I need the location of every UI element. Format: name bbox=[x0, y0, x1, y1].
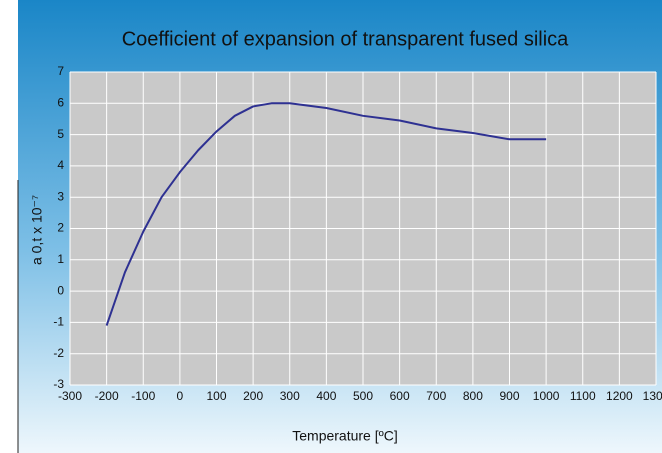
data-line bbox=[105, 102, 547, 326]
y-tick-label: 3 bbox=[57, 189, 64, 203]
x-tick-label: 1300 bbox=[643, 389, 662, 403]
y-tick-label: 2 bbox=[57, 221, 64, 235]
y-axis-label: a 0,t x 10⁻⁷ bbox=[29, 195, 45, 265]
x-tick-label: 800 bbox=[463, 389, 483, 403]
x-tick-label: 700 bbox=[426, 389, 446, 403]
y-tick-label: 7 bbox=[57, 64, 64, 78]
x-tick-label: 1200 bbox=[606, 389, 633, 403]
y-tick-label: -3 bbox=[53, 377, 64, 391]
x-tick-label: 0 bbox=[177, 389, 184, 403]
x-tick-label: 1000 bbox=[533, 389, 560, 403]
x-axis-label: Temperature [ºC] bbox=[292, 428, 398, 444]
x-tick-label: -100 bbox=[131, 389, 155, 403]
y-tick-label: -2 bbox=[53, 346, 64, 360]
x-tick-label: 300 bbox=[280, 389, 300, 403]
x-tick-label: 500 bbox=[353, 389, 373, 403]
x-tick-label: -200 bbox=[95, 389, 119, 403]
x-tick-label: 200 bbox=[243, 389, 263, 403]
y-tick-label: -1 bbox=[53, 315, 64, 329]
x-tick-label: 900 bbox=[499, 389, 519, 403]
y-tick-label: 1 bbox=[57, 252, 64, 266]
y-tick-label: 4 bbox=[57, 158, 64, 172]
y-tick-label: 5 bbox=[57, 127, 64, 141]
chart-title: Coefficient of expansion of transparent … bbox=[122, 28, 569, 50]
x-tick-label: 1100 bbox=[570, 389, 596, 403]
x-tick-label: 400 bbox=[316, 389, 336, 403]
x-tick-label: 600 bbox=[390, 389, 410, 403]
y-tick-label: 0 bbox=[57, 283, 64, 297]
y-tick-label: 6 bbox=[57, 95, 64, 109]
x-tick-label: 100 bbox=[206, 389, 226, 403]
x-tick-label: -300 bbox=[58, 389, 82, 403]
